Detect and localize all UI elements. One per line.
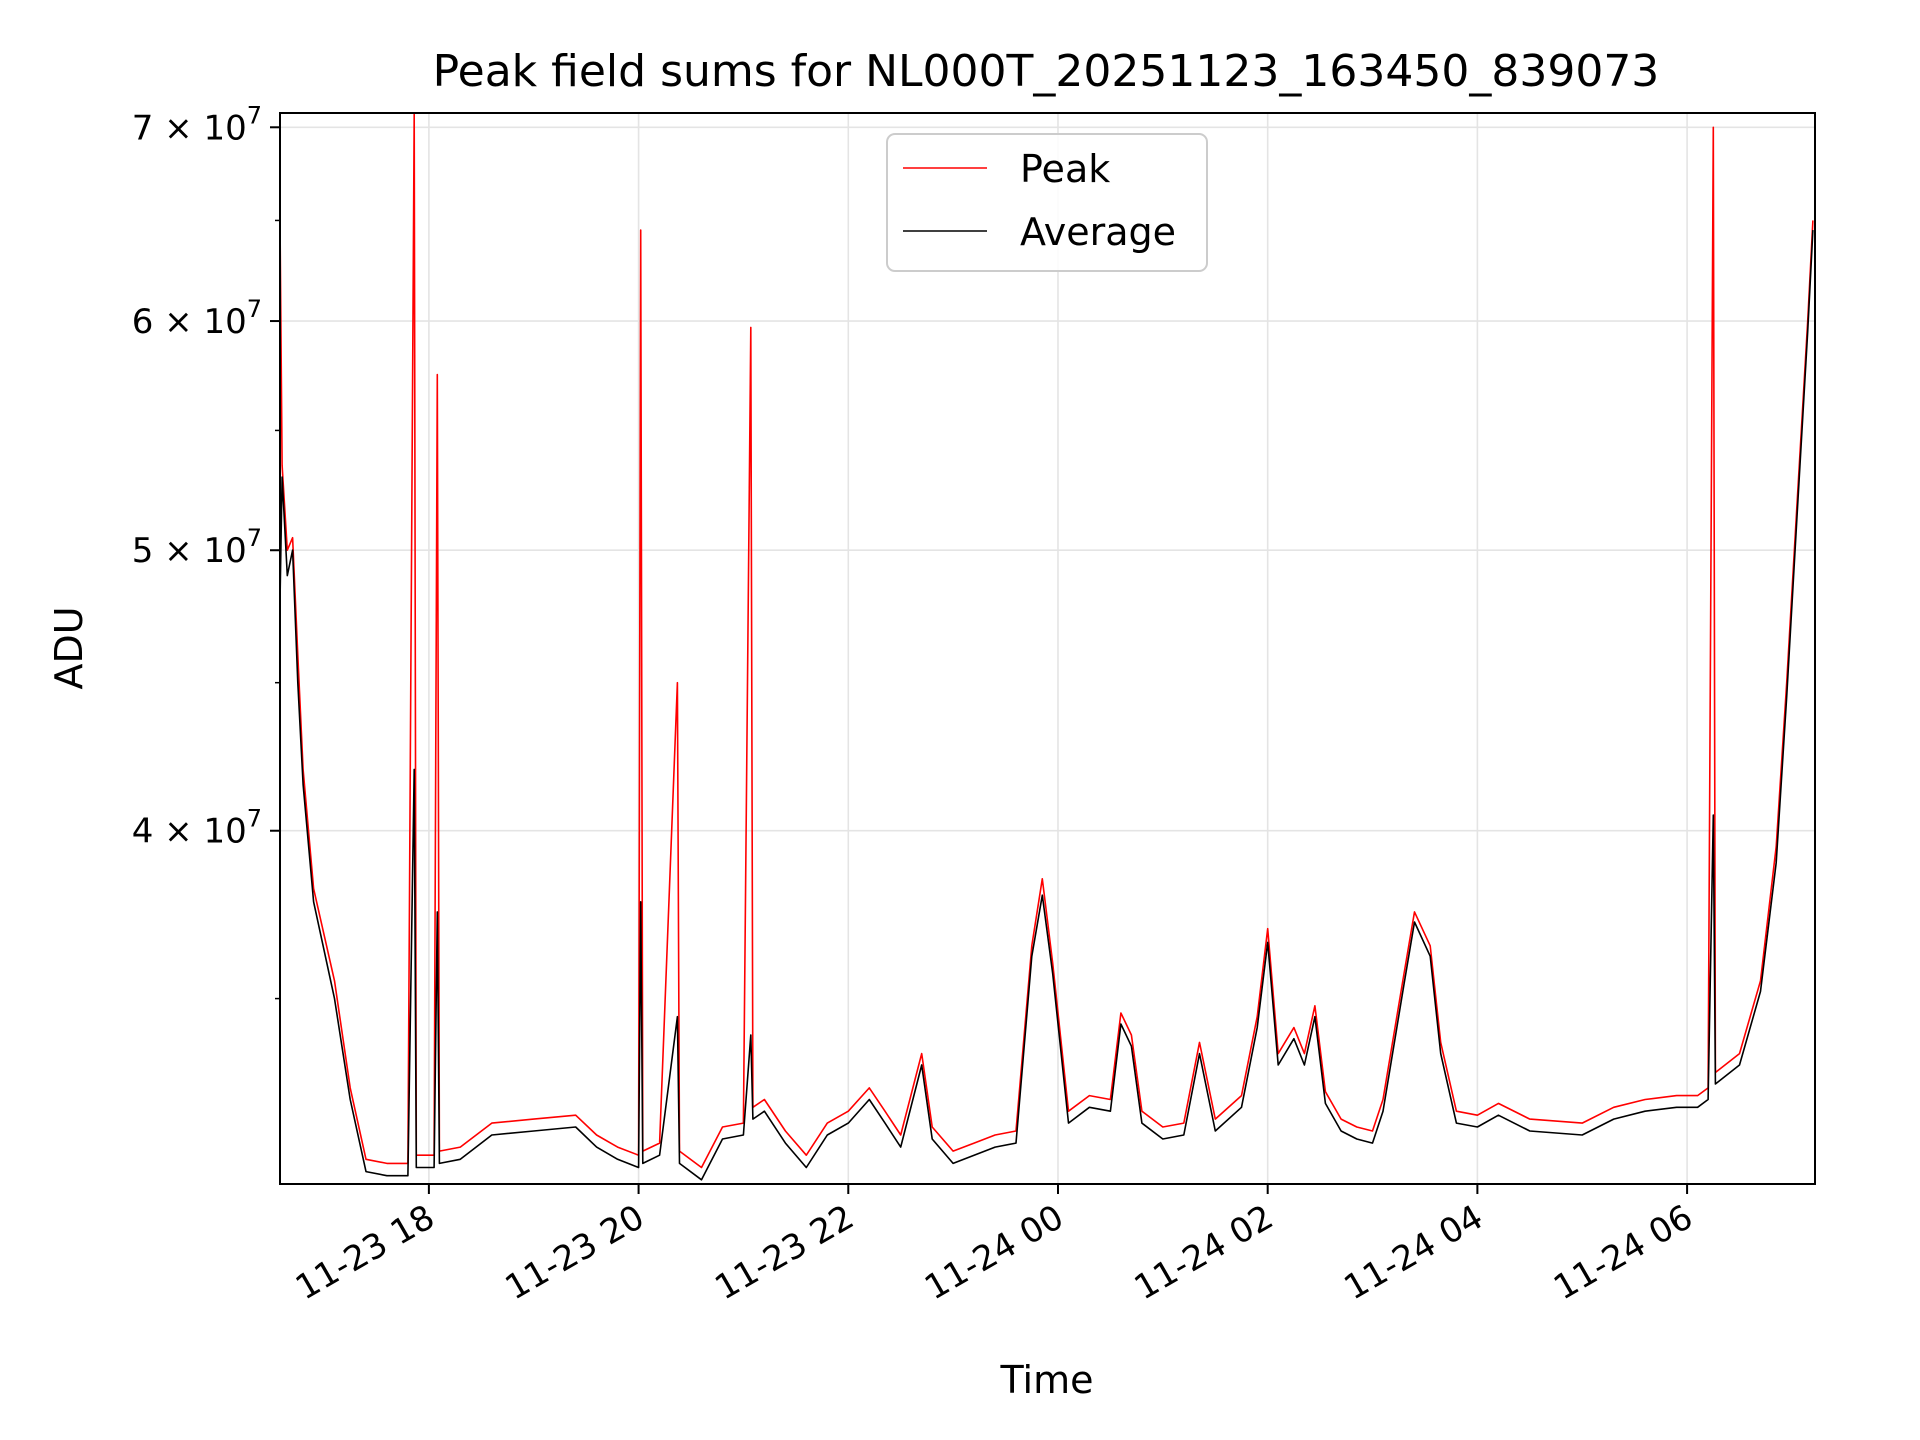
y-tick-label: 6 × 107: [132, 295, 262, 342]
series-line-average: [279, 230, 1814, 1181]
x-tick-label: 11-23 20: [499, 1197, 651, 1308]
legend-label-average: Average: [1020, 210, 1176, 254]
x-tick-label: 11-24 02: [1128, 1197, 1280, 1308]
y-tick-label: 7 × 107: [132, 101, 262, 148]
x-tick-label: 11-23 22: [708, 1197, 860, 1308]
x-tick-label: 11-24 04: [1337, 1197, 1489, 1308]
y-tick-label: 5 × 107: [132, 524, 262, 571]
grid: [280, 113, 1815, 1184]
legend: Peak Average: [886, 133, 1208, 272]
y-axis-label: ADU: [47, 606, 91, 689]
plot-frame: [279, 112, 1816, 1185]
x-axis-ticks: 11-23 18 11-23 20 11-23 22 11-24 00 11-24 02…: [289, 1184, 1700, 1308]
y-axis-ticks: 4 × 107 5 × 107 6 × 107 7 × 107: [132, 101, 280, 1000]
legend-label-peak: Peak: [1020, 147, 1110, 191]
series-layer: [279, 112, 1814, 1181]
x-tick-label: 11-23 18: [289, 1197, 441, 1308]
y-tick-label: 4 × 107: [132, 805, 262, 852]
chart-title: Peak field sums for NL000T_20251123_1634…: [433, 46, 1660, 97]
x-axis-label: Time: [1000, 1358, 1094, 1402]
x-tick-label: 11-24 00: [918, 1197, 1070, 1308]
series-line-peak: [279, 112, 1814, 1169]
x-tick-label: 11-24 06: [1547, 1197, 1699, 1308]
